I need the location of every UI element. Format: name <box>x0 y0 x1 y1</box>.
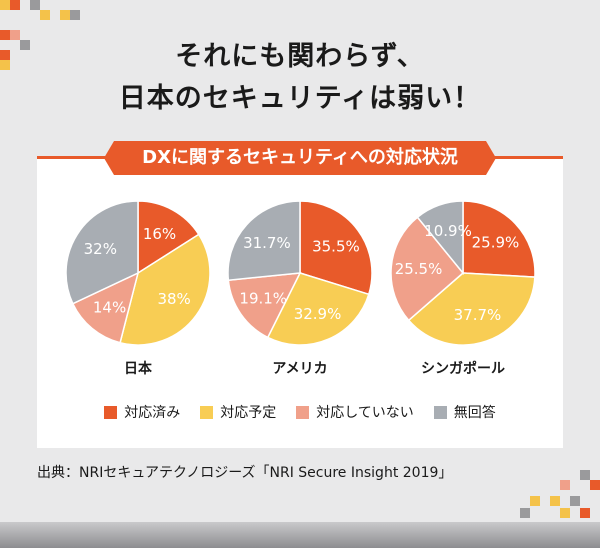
pie-slice-done <box>462 200 536 278</box>
country-label-japan: 日本 <box>124 361 152 377</box>
pie-slice-no-answer <box>227 200 301 282</box>
legend-swatch-no-answer <box>433 405 447 419</box>
pie-slice-no-answer <box>416 200 464 276</box>
headline-line-1: それにも関わらず、 <box>175 41 425 72</box>
pie-slice-done <box>137 200 200 275</box>
pie-slice-not-done <box>227 272 302 339</box>
country-label-singapore: シンガポール <box>421 361 505 377</box>
pie-label-done: 16% <box>143 225 176 243</box>
bottom-band <box>0 522 600 548</box>
pie-label-not-done: 25.5% <box>395 260 443 278</box>
pie-label-done: 35.5% <box>312 238 360 256</box>
legend-item-done: 対応済み <box>104 402 180 422</box>
chart-legend: 対応済み 対応予定 対応していない 無回答 <box>0 402 600 422</box>
chart-title: DXに関するセキュリティへの対応状況 <box>104 141 496 175</box>
legend-label-no-answer: 無回答 <box>453 405 496 421</box>
pie-label-no-answer: 32% <box>84 240 117 258</box>
legend-label-planned: 対応予定 <box>220 405 277 421</box>
legend-item-planned: 対応予定 <box>200 402 276 422</box>
legend-swatch-not-done <box>296 405 310 419</box>
legend-swatch-done <box>104 405 118 419</box>
legend-item-not-done: 対応していない <box>296 402 414 422</box>
source-citation: 出典：NRIセキュアテクノロジーズ「NRI Secure Insight 201… <box>37 465 453 481</box>
legend-swatch-planned <box>200 405 214 419</box>
pie-label-planned: 38% <box>157 290 190 308</box>
headline-line-2: 日本のセキュリティは弱い！ <box>118 83 482 114</box>
legend-item-no-answer: 無回答 <box>433 402 496 422</box>
pie-label-not-done: 19.1% <box>239 289 287 307</box>
pie-label-planned: 37.7% <box>454 306 502 324</box>
pie-slice-done <box>299 200 373 296</box>
pie-label-no-answer: 31.7% <box>243 234 291 252</box>
pie-slice-planned <box>266 272 370 346</box>
pie-label-planned: 32.9% <box>294 305 342 323</box>
pie-slice-not-done <box>390 216 465 322</box>
pie-slice-planned <box>119 233 211 346</box>
pie-label-no-answer: 10.9% <box>424 222 472 240</box>
pie-slice-not-done <box>71 271 140 344</box>
pie-label-done: 25.9% <box>472 233 520 251</box>
country-label-usa: アメリカ <box>272 361 328 377</box>
pie-slice-planned <box>407 272 536 346</box>
page-headline: それにも関わらず、 日本のセキュリティは弱い！ <box>0 36 600 120</box>
legend-label-done: 対応済み <box>124 405 181 421</box>
pie-label-not-done: 14% <box>93 298 126 316</box>
legend-label-not-done: 対応していない <box>316 405 414 421</box>
pie-slice-no-answer <box>65 200 139 305</box>
